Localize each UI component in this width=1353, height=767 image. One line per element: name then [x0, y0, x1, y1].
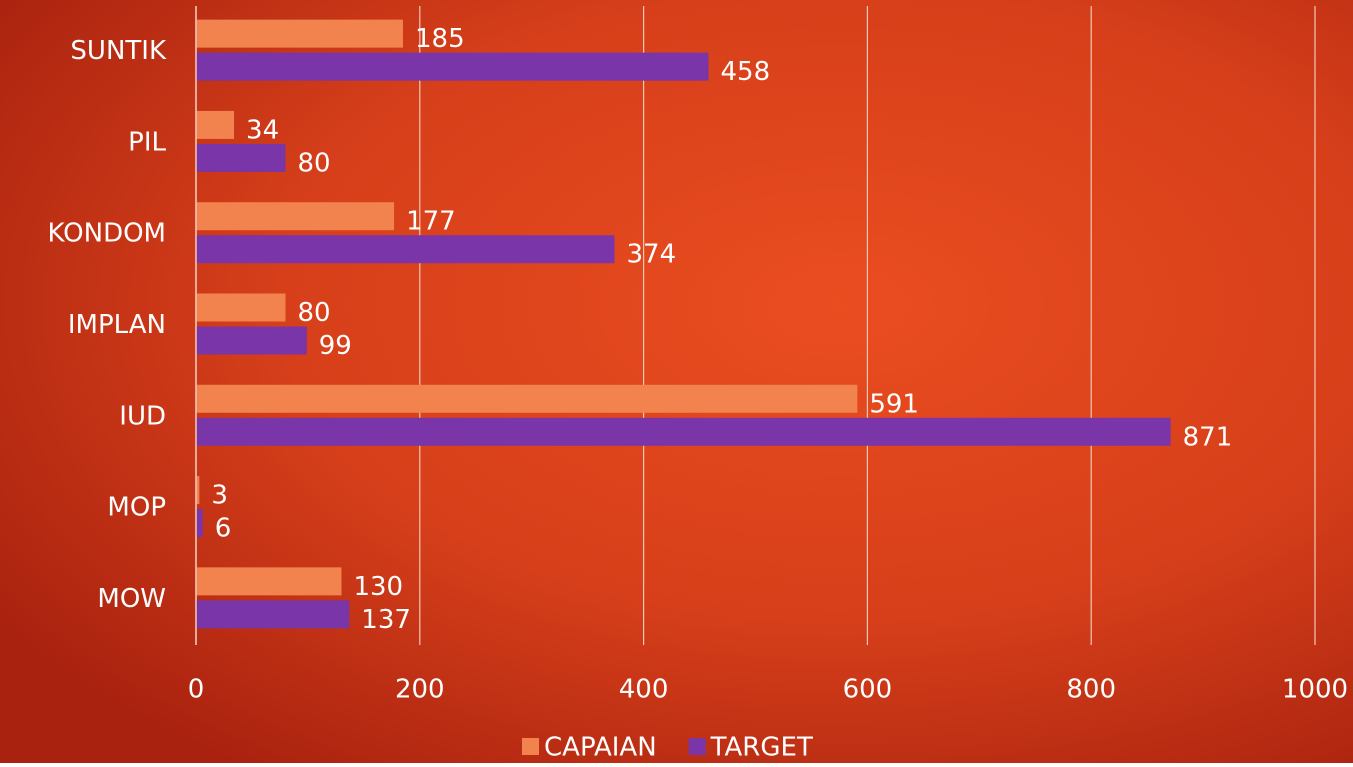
x-tick-label: 200 — [395, 675, 445, 705]
bar — [196, 235, 615, 264]
data-label: 374 — [627, 240, 677, 270]
data-label: 6 — [215, 514, 232, 544]
legend-swatch — [688, 738, 706, 755]
data-label: 871 — [1183, 422, 1233, 452]
data-label: 80 — [298, 148, 331, 178]
bar — [196, 384, 858, 413]
y-tick-label: PIL — [128, 127, 166, 157]
bar — [196, 326, 307, 355]
bar — [196, 476, 200, 505]
data-label: 591 — [869, 389, 919, 419]
bar — [196, 417, 1171, 446]
y-tick-label: SUNTIK — [70, 36, 167, 66]
data-label: 3 — [211, 481, 228, 511]
data-label: 130 — [353, 572, 403, 602]
x-tick-label: 400 — [619, 675, 669, 705]
data-label: 177 — [406, 207, 456, 237]
legend-label: TARGET — [710, 733, 813, 763]
bar — [196, 19, 404, 48]
data-label: 34 — [246, 115, 279, 145]
x-tick-label: 600 — [843, 675, 893, 705]
data-label: 99 — [319, 331, 352, 361]
x-tick-label: 800 — [1066, 675, 1116, 705]
data-label: 185 — [415, 24, 465, 54]
x-tick-label: 0 — [188, 675, 205, 705]
legend-swatch — [522, 738, 539, 755]
data-label: 80 — [298, 298, 331, 328]
y-tick-label: KONDOM — [48, 219, 166, 249]
y-tick-label: IMPLAN — [68, 310, 166, 340]
bar — [196, 600, 350, 629]
data-label: 458 — [721, 57, 771, 87]
legend-label: CAPAIAN — [544, 733, 657, 763]
y-tick-label: MOP — [107, 493, 166, 523]
bar — [196, 293, 286, 322]
y-tick-label: IUD — [119, 401, 166, 431]
bar — [196, 110, 235, 139]
bar — [196, 143, 286, 172]
x-tick-label: 1000 — [1282, 675, 1348, 705]
y-tick-label: MOW — [97, 584, 166, 614]
bar — [196, 52, 709, 81]
bar — [196, 509, 203, 538]
bar — [196, 567, 342, 596]
bar — [196, 202, 395, 231]
data-label: 137 — [361, 605, 411, 635]
